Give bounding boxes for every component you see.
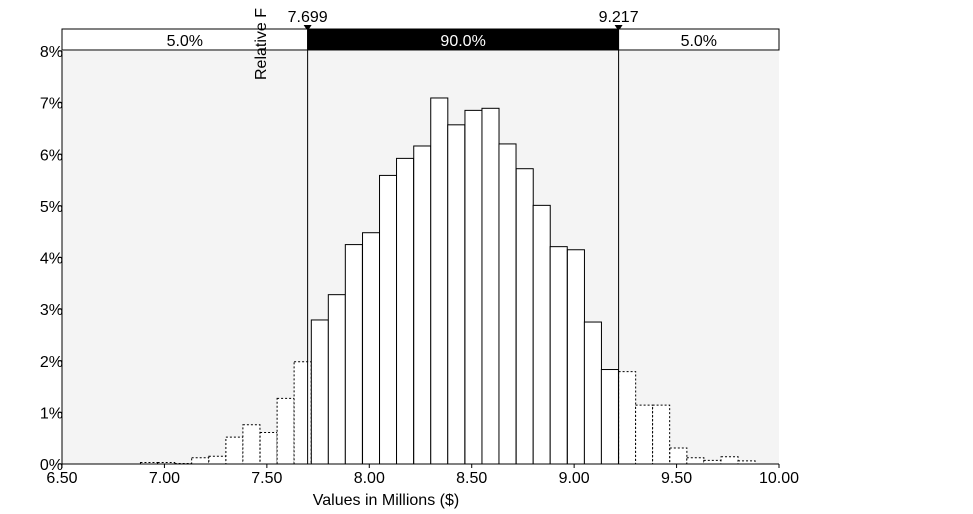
axes: 6.50 7.00 7.50 8.00 8.50 9.00 9.50 10.00 0% 1% 2% 3… <box>40 44 799 487</box>
histogram-bar <box>652 404 671 465</box>
band-tail-region <box>618 28 780 51</box>
histogram-bar <box>259 432 278 465</box>
y-tick-label: 3% <box>40 302 63 319</box>
histogram-bar <box>549 246 568 465</box>
delimiter-lines: 7.699 9.217 <box>288 9 639 464</box>
y-tick-label: 1% <box>40 405 63 422</box>
histogram-bar <box>430 97 449 465</box>
x-tick-label: 9.50 <box>661 470 692 487</box>
histogram-bar <box>635 404 654 465</box>
histogram-bar <box>276 397 295 465</box>
band-percent-label: 5.0% <box>681 33 717 50</box>
histogram-bar <box>191 457 210 465</box>
x-tick-label: 7.00 <box>149 470 180 487</box>
histogram-bar <box>396 157 415 465</box>
x-tick-label: 9.00 <box>559 470 590 487</box>
histogram-bar <box>464 109 483 465</box>
histogram-bar <box>600 369 619 465</box>
histogram-bar <box>515 168 534 465</box>
y-tick-label: 7% <box>40 96 63 113</box>
histogram-bar <box>481 107 500 465</box>
y-tick-label: 4% <box>40 251 63 268</box>
histogram-bar <box>703 459 722 465</box>
y-tick-label: 8% <box>40 44 63 61</box>
delimiter-label: 9.217 <box>599 9 639 26</box>
band-percent-label: 90.0% <box>440 33 485 50</box>
histogram-bar <box>413 145 432 465</box>
probability-band: 5.0% 90.0% 5.0% <box>61 28 780 51</box>
delimiter-handle-icon[interactable] <box>614 25 623 31</box>
y-tick-label: 5% <box>40 199 63 216</box>
histogram-bars <box>139 97 756 465</box>
histogram-bar <box>327 294 346 465</box>
histogram-bar <box>310 319 329 465</box>
histogram-bar <box>532 204 551 465</box>
y-tick-label: 2% <box>40 354 63 371</box>
histogram-bar <box>618 371 637 465</box>
x-axis-label: Values in Millions ($) <box>313 492 459 509</box>
histogram-bar <box>362 232 381 465</box>
delimiter-handle-icon[interactable] <box>303 25 312 31</box>
y-axis-label: Relative F <box>253 8 270 80</box>
x-tick-label: 6.50 <box>46 470 77 487</box>
delimiter-label: 7.699 <box>288 9 328 26</box>
histogram-bar <box>566 249 585 465</box>
histogram-bar <box>293 361 312 465</box>
y-tick-label: 6% <box>40 147 63 164</box>
x-tick-label: 7.50 <box>251 470 282 487</box>
x-tick-label: 8.50 <box>456 470 487 487</box>
histogram-bar <box>208 455 227 465</box>
histogram-bar <box>344 244 363 465</box>
histogram-bar <box>669 447 688 465</box>
histogram-bar <box>583 321 602 465</box>
x-tick-label: 10.00 <box>759 470 799 487</box>
histogram-bar <box>720 456 739 465</box>
histogram-bar <box>686 457 705 465</box>
histogram-bar <box>242 424 261 465</box>
y-tick-label: 0% <box>40 457 63 474</box>
histogram-bar <box>379 174 398 465</box>
band-percent-label: 5.0% <box>167 33 203 50</box>
x-tick-label: 8.00 <box>354 470 385 487</box>
histogram-bar <box>225 436 244 465</box>
histogram-bar <box>498 143 517 465</box>
histogram-bar <box>447 124 466 465</box>
